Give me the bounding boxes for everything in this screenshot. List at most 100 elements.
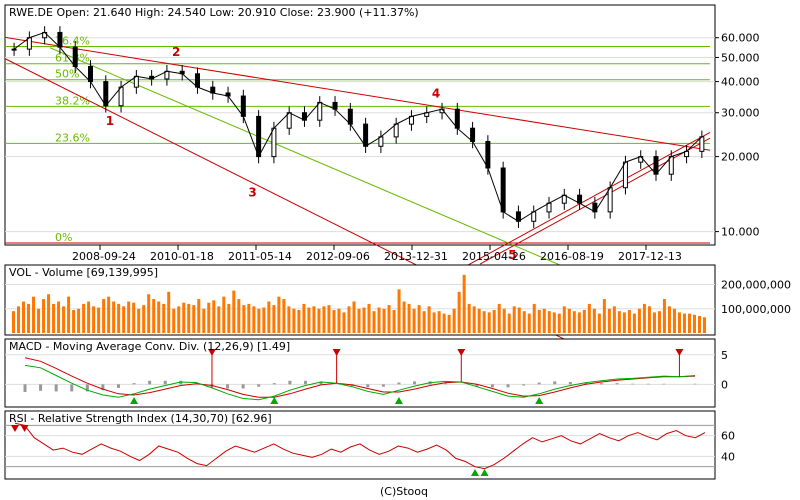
price-segment (671, 150, 687, 158)
price-candle (347, 108, 353, 125)
volume-bar (97, 307, 101, 333)
volume-bar (532, 303, 536, 333)
volume-bar (542, 308, 546, 333)
volume-bar (612, 306, 616, 333)
sell-signal-marker (675, 349, 684, 356)
price-candle (11, 48, 17, 51)
price-segment (456, 127, 473, 142)
ticker: RWE.DE (9, 6, 53, 19)
volume-bar (607, 308, 611, 333)
volume-bar (437, 311, 441, 333)
volume-bar (672, 308, 676, 333)
price-segment (29, 31, 45, 39)
volume-bar (222, 296, 226, 333)
rsi-title: RSI - Relative Strength Index (14,30,70)… (9, 412, 272, 425)
sell-signal-marker (332, 349, 341, 356)
volume-bar (307, 307, 311, 333)
buy-signal-marker (394, 397, 403, 404)
volume-bar (122, 306, 126, 333)
rsi-line (14, 422, 706, 470)
volume-bar (212, 300, 216, 333)
price-candle (194, 73, 200, 88)
volume-bar (252, 306, 256, 333)
price-segment (686, 136, 703, 152)
price-segment (594, 187, 611, 213)
volume-bar (512, 306, 516, 333)
volume-bar (457, 291, 461, 333)
x-tick-label: 2013-12-31 (384, 250, 448, 263)
wave-labels: 1 2 3 4 5 (106, 45, 517, 262)
price-segment (242, 116, 260, 157)
price-segment (411, 112, 427, 117)
volume-bar (367, 303, 371, 333)
volume-bar (272, 305, 276, 333)
volume-bar (417, 305, 421, 333)
volume-bar (637, 308, 641, 333)
volume-bar (22, 301, 26, 333)
upper-channel-line (4, 36, 711, 151)
volume-bar (87, 301, 91, 333)
price-segment (334, 108, 351, 125)
volume-bar (302, 303, 306, 333)
volume-bar (477, 308, 481, 333)
volume-bar (617, 311, 621, 333)
change-value: (+11.37%) (359, 6, 419, 19)
macd-gridlines (5, 354, 715, 385)
volume-bar (592, 308, 596, 333)
x-tick-label: 2012-09-06 (306, 250, 370, 263)
volume-bar (17, 306, 21, 333)
rsi-oversold-marker (480, 469, 489, 476)
volume-bar (537, 309, 541, 333)
rsi-overbought-marker (11, 425, 19, 432)
price-segment (395, 115, 412, 125)
volume-bar (142, 305, 146, 333)
volume-bar (527, 313, 531, 333)
rsi-y-tick-label: 60 (721, 430, 735, 443)
x-axis: 2008-09-24 2010-01-18 2011-05-14 2012-09-06… (72, 245, 682, 263)
volume-bar (622, 312, 626, 333)
price-candle (485, 140, 491, 169)
volume-bar (487, 312, 491, 333)
macd-panel (4, 338, 716, 408)
volume-bar (342, 312, 346, 333)
price-segment (349, 123, 367, 147)
volume-bar (287, 306, 291, 333)
volume-bar (602, 299, 606, 333)
volume-bar (502, 308, 506, 333)
price-segment (212, 92, 229, 97)
sell-signal-marker (457, 349, 466, 356)
volume-bar (567, 308, 571, 333)
macd-y-tick-label: 0 (721, 378, 728, 391)
price-candle (103, 81, 109, 107)
price-candle (87, 65, 93, 83)
volume-bar (652, 312, 656, 333)
volume-bar (522, 311, 526, 333)
volume-bar (172, 308, 176, 333)
volume-bar (237, 299, 241, 333)
rsi-y-axis: 60 40 (721, 430, 735, 464)
price-segment (90, 81, 107, 107)
price-candle (653, 156, 659, 175)
volume-bar (312, 306, 316, 333)
volume-bar (182, 302, 186, 333)
close-value: Close: 23.900 (280, 6, 356, 19)
volume-bar (662, 299, 666, 333)
price-segment (197, 86, 213, 94)
price-segment (304, 102, 321, 121)
volume-bar (557, 313, 561, 333)
volume-bar (667, 306, 671, 333)
rsi-y-tick-label: 40 (721, 450, 735, 463)
volume-bar (157, 301, 161, 333)
price-segment (120, 75, 137, 88)
price-candle (286, 112, 292, 129)
volume-bar (57, 301, 61, 333)
volume-bar (517, 307, 521, 333)
price-candle (454, 108, 460, 129)
volume-bar (547, 311, 551, 333)
price-segment (105, 86, 122, 107)
price-segment (273, 112, 290, 129)
price-segment (518, 211, 534, 222)
volume-bar (67, 296, 71, 333)
price-candle (500, 167, 506, 213)
volume-bar (337, 308, 341, 333)
